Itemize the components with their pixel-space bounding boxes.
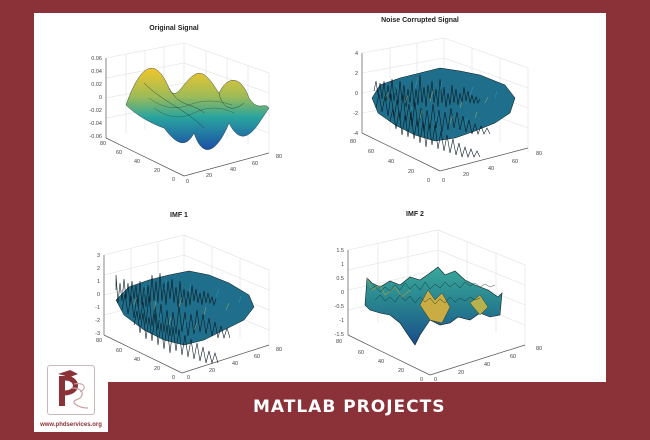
z-tick: -3 — [95, 331, 100, 337]
x-tick: 0 — [187, 375, 190, 381]
plot-title: Original Signal — [149, 25, 199, 32]
y-tick: 60 — [368, 149, 374, 155]
z-tick: -2 — [95, 318, 100, 324]
z-tick: 4 — [355, 51, 358, 57]
plot-title: IMF 1 — [170, 212, 188, 219]
y-tick: 40 — [378, 359, 384, 365]
x-tick: 40 — [488, 166, 494, 172]
z-tick: 2 — [97, 266, 100, 272]
surface-plot: 0.06 0.04 0.02 0 -0.02 -0.04 -0.06 80 60… — [89, 42, 282, 185]
z-tick: 0 — [341, 290, 344, 296]
x-tick: 80 — [276, 347, 282, 353]
x-tick: 80 — [276, 154, 282, 160]
y-tick: 60 — [358, 350, 364, 356]
subplot-imf-2: IMF 2 — [310, 195, 570, 385]
y-tick: 0 — [420, 377, 423, 383]
z-tick: 0 — [355, 91, 358, 97]
z-tick: -1.5 — [335, 332, 344, 338]
x-tick: 60 — [512, 159, 518, 165]
surface-plot: 1.5 1 0.5 0 -0.5 -1 -1.5 80 60 40 20 0 0… — [335, 229, 542, 383]
x-tick: 0 — [434, 377, 437, 383]
banner-title: MATLAB PROJECTS — [253, 397, 446, 417]
z-tick: 0.06 — [91, 56, 102, 62]
x-tick: 20 — [209, 368, 215, 374]
z-tick: 1.5 — [336, 248, 344, 254]
y-tick: 80 — [96, 338, 102, 344]
y-tick: 40 — [388, 159, 394, 165]
y-tick: 20 — [154, 168, 160, 174]
plot-title: Noise Corrupted Signal — [381, 17, 459, 24]
y-tick: 0 — [172, 177, 175, 183]
y-tick: 80 — [336, 339, 342, 345]
y-tick: 20 — [154, 366, 160, 372]
y-tick: 20 — [398, 368, 404, 374]
z-tick: -0.04 — [89, 121, 102, 127]
x-tick: 40 — [232, 361, 238, 367]
z-tick: -0.06 — [89, 134, 102, 140]
x-tick: 80 — [536, 151, 542, 157]
surface-plot: 3 2 1 0 -1 -2 -3 80 60 40 20 0 0 20 40 6… — [95, 234, 282, 381]
y-tick: 60 — [116, 150, 122, 156]
y-tick: 20 — [408, 169, 414, 175]
z-tick: 0.5 — [336, 276, 344, 282]
y-tick: 40 — [134, 357, 140, 363]
x-tick: 60 — [252, 161, 258, 167]
y-tick: 60 — [116, 348, 122, 354]
x-tick: 20 — [458, 370, 464, 376]
figure-panel: Original Signal — [34, 13, 606, 385]
z-tick: 1 — [341, 262, 344, 268]
z-tick: 0.04 — [91, 69, 102, 75]
z-tick: 0.02 — [91, 82, 102, 88]
x-tick: 60 — [510, 354, 516, 360]
x-tick: 40 — [484, 362, 490, 368]
plot-title: IMF 2 — [406, 211, 424, 218]
x-tick: 0 — [442, 178, 445, 184]
z-tick: -4 — [353, 131, 358, 137]
z-tick: 2 — [355, 71, 358, 77]
y-tick: 40 — [134, 159, 140, 165]
logo[interactable]: www.phdservices.org — [34, 362, 108, 432]
y-tick: 0 — [427, 178, 430, 184]
z-tick: -0.5 — [335, 304, 344, 310]
y-tick: 0 — [172, 375, 175, 381]
subplot-noise-corrupted-signal: Noise Corrupted Signal — [310, 13, 570, 193]
phd-services-logo-icon — [47, 365, 95, 415]
z-tick: 3 — [97, 253, 100, 259]
logo-url: www.phdservices.org — [40, 422, 102, 428]
x-tick: 60 — [254, 354, 260, 360]
surface-plot: 4 2 0 -2 -4 80 60 40 20 0 0 20 40 60 80 — [350, 37, 542, 184]
z-tick: -0.02 — [89, 108, 102, 114]
x-tick: 20 — [206, 173, 212, 179]
z-tick: -1 — [95, 305, 100, 311]
z-tick: 0 — [97, 292, 100, 298]
z-tick: -2 — [353, 111, 358, 117]
x-tick: 0 — [186, 179, 189, 185]
y-tick: 80 — [350, 139, 356, 145]
x-tick: 40 — [230, 167, 236, 173]
subplot-original-signal: Original Signal — [54, 13, 314, 193]
z-tick: 1 — [97, 279, 100, 285]
x-tick: 80 — [536, 346, 542, 352]
y-tick: 80 — [100, 141, 106, 147]
z-tick: -1 — [339, 318, 344, 324]
subplot-imf-1: IMF 1 — [54, 195, 314, 385]
x-tick: 20 — [463, 172, 469, 178]
z-tick: 0 — [99, 95, 102, 101]
